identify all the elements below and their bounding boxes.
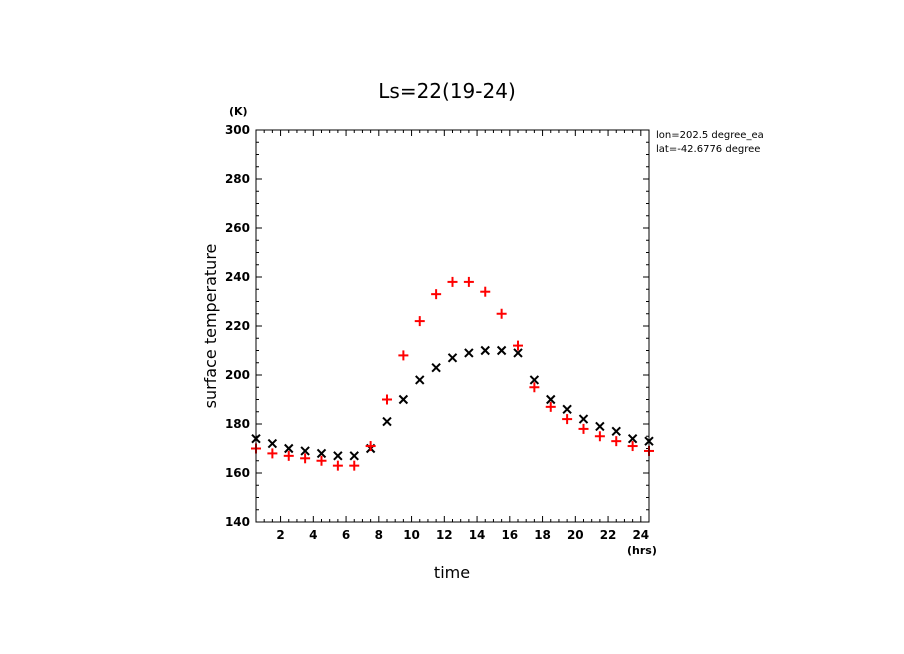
data-point-plus <box>365 441 376 452</box>
annotation-lon: lon=202.5 degree_ea <box>656 130 764 141</box>
data-point-x <box>562 404 572 415</box>
y-unit-label: (K) <box>229 105 248 118</box>
data-point-plus <box>496 308 507 319</box>
y-tick-label: 240 <box>225 270 250 284</box>
data-point-plus <box>267 448 278 459</box>
data-point-x <box>513 348 523 358</box>
plot-frame <box>255 129 650 523</box>
data-point-x <box>480 345 490 356</box>
chart-title: Ls=22(19-24) <box>378 79 516 103</box>
data-point-x <box>284 443 294 454</box>
y-tick-label: 180 <box>225 417 250 431</box>
x-tick-label: 2 <box>276 528 284 542</box>
data-point-plus <box>480 286 491 297</box>
data-point-x <box>415 375 425 385</box>
data-point-plus <box>447 276 458 287</box>
data-point-x <box>431 362 441 373</box>
x-tick-label: 14 <box>469 528 486 542</box>
data-point-x <box>349 451 359 461</box>
data-point-plus <box>562 414 573 425</box>
data-point-x <box>529 375 540 385</box>
x-tick-label: 24 <box>632 528 649 542</box>
x-tick-label: 20 <box>567 528 584 542</box>
y-tick-label: 280 <box>225 172 250 186</box>
data-point-plus <box>545 401 556 412</box>
y-tick-label: 200 <box>225 368 250 382</box>
x-tick-label: 18 <box>534 528 551 542</box>
x-tick-label: 6 <box>342 528 350 542</box>
data-point-x <box>300 446 310 456</box>
data-point-plus <box>627 441 638 452</box>
y-tick-label: 140 <box>225 515 250 529</box>
data-point-plus <box>332 460 343 471</box>
data-point-x <box>382 416 392 427</box>
data-point-x <box>595 421 605 432</box>
y-tick-label: 260 <box>225 221 250 235</box>
x-axis-title: time <box>434 563 470 582</box>
data-point-x <box>398 394 409 405</box>
data-point-plus <box>283 450 294 461</box>
x-unit-label: (hrs) <box>627 544 657 557</box>
data-point-x <box>316 448 327 459</box>
data-point-x <box>333 451 343 461</box>
data-point-x <box>447 353 458 363</box>
data-point-plus <box>611 436 622 447</box>
annotation-lat: lat=-42.6776 degree <box>656 144 760 155</box>
data-point-plus <box>300 453 311 464</box>
y-axis-title: surface temperature <box>201 244 220 409</box>
data-point-plus <box>513 340 523 351</box>
data-point-x <box>611 426 621 437</box>
data-point-x <box>267 438 278 449</box>
data-point-x <box>464 348 474 358</box>
data-point-plus <box>463 276 474 287</box>
data-marks <box>251 276 654 471</box>
data-point-plus <box>349 460 360 471</box>
data-point-x <box>546 394 556 405</box>
data-point-x <box>496 345 507 356</box>
data-point-plus <box>594 431 605 442</box>
x-tick-label: 4 <box>309 528 317 542</box>
data-point-x <box>627 433 638 444</box>
data-point-plus <box>431 289 442 300</box>
data-point-plus <box>382 394 392 405</box>
x-tick-label: 10 <box>403 528 420 542</box>
data-point-plus <box>398 350 409 361</box>
data-point-plus <box>316 455 327 466</box>
x-tick-label: 12 <box>436 528 453 542</box>
data-point-plus <box>414 316 425 327</box>
data-point-plus <box>529 382 540 393</box>
x-tick-label: 16 <box>501 528 518 542</box>
y-tick-label: 300 <box>225 123 250 137</box>
data-point-plus <box>578 423 589 434</box>
y-tick-label: 220 <box>225 319 250 333</box>
x-tick-label: 22 <box>600 528 617 542</box>
data-point-x <box>578 414 589 424</box>
y-tick-label: 160 <box>225 466 250 480</box>
x-tick-label: 8 <box>375 528 383 542</box>
